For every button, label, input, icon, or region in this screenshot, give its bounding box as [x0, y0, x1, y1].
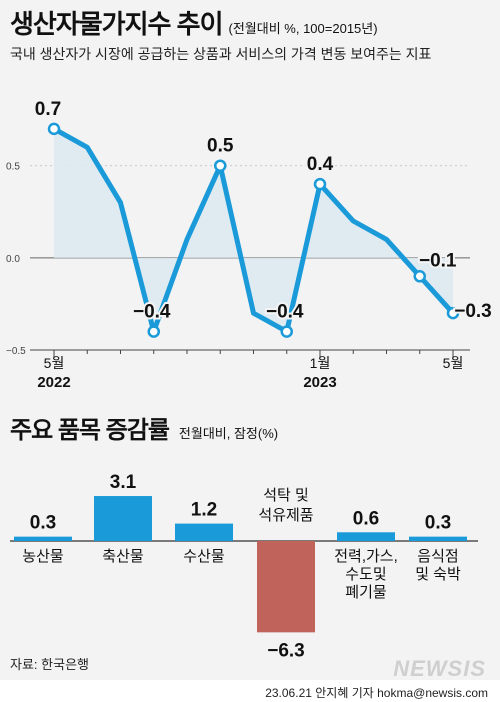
footer-bar [0, 680, 500, 702]
y-tick-label: 0.5 [6, 162, 20, 173]
data-point-marker [446, 306, 460, 320]
bar-category-label: 축산물 [102, 548, 143, 565]
bar-category-label: 농산물 [22, 548, 63, 565]
bar [175, 523, 233, 541]
data-label: 0.5 [207, 136, 234, 157]
bar-value-label: −6.3 [267, 640, 305, 661]
data-label: 0.4 [307, 154, 334, 175]
bar [257, 541, 315, 633]
bar [409, 536, 467, 541]
x-year-label: 2023 [303, 374, 336, 391]
bar-category-label: 음식점 [417, 548, 458, 565]
x-year-label: 2022 [37, 374, 70, 391]
bar-value-label: 0.6 [353, 508, 379, 529]
bar-value-label: 1.2 [191, 500, 217, 521]
bar-category-label: 폐기물 [345, 584, 386, 601]
newsis-logo: NEWSIS [393, 656, 486, 681]
x-tick-label: 5월 [443, 355, 464, 371]
section2-title: 주요 품목 증감률 [10, 417, 170, 444]
bar-category-label: 및 숙박 [415, 566, 461, 583]
data-point-marker [413, 270, 426, 283]
chart-subtitle: 국내 생산자가 시장에 공급하는 상품과 서비스의 가격 변동 보여주는 지표 [10, 46, 432, 62]
bar-category-label: 석유제품 [258, 507, 313, 524]
data-label: 0.7 [35, 99, 61, 120]
data-label: −0.4 [266, 302, 304, 323]
chart-title-row: 생산자물가지수 추이 (전월대비 %, 100=2015년) [10, 4, 378, 41]
bar [94, 496, 152, 541]
chart-unit: (전월대비 %, 100=2015년) [228, 21, 378, 36]
data-point-marker [47, 122, 61, 136]
bar [14, 536, 72, 541]
credit-line: 23.06.21 안지혜 기자 hokma@newsis.com [265, 686, 488, 700]
bar-category-label: 석탁 및 [263, 487, 309, 504]
source-note: 자료: 한국은행 [10, 657, 89, 672]
x-tick-label: 1월 [310, 355, 331, 371]
data-point-marker [147, 325, 160, 338]
data-point-marker [214, 159, 227, 172]
bar-category-label: 수도및 [345, 566, 386, 583]
data-point-marker [280, 325, 293, 338]
x-tick-label: 5월 [44, 355, 65, 371]
bar [337, 532, 395, 541]
section2-heading: 주요 품목 증감률 전월대비, 잠정(%) [10, 410, 278, 445]
bar-value-label: 3.1 [110, 472, 137, 493]
data-label: −0.1 [419, 250, 457, 271]
bar-category-label: 전력,가스, [334, 548, 398, 565]
section2-unit: 전월대비, 잠정(%) [178, 426, 279, 441]
y-tick-label: 0.0 [6, 254, 20, 265]
data-point-marker [313, 177, 327, 191]
series-area [54, 128, 453, 332]
y-tick-label: −0.5 [6, 346, 26, 357]
chart-title: 생산자물가지수 추이 [10, 9, 224, 39]
data-label: −0.4 [133, 302, 171, 323]
data-label: −0.3 [454, 301, 492, 322]
series-line [51, 126, 456, 335]
bar-value-label: 0.3 [30, 513, 56, 534]
bar-value-label: 0.3 [425, 513, 451, 534]
bar-category-label: 수산물 [183, 548, 224, 565]
